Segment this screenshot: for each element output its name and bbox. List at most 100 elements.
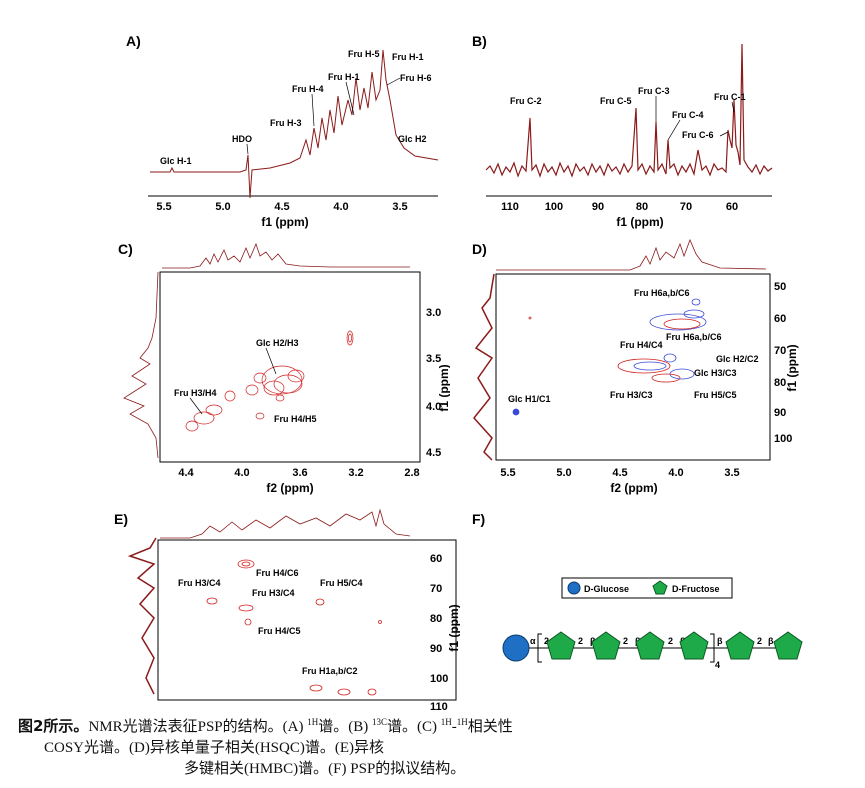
panel-b-annotation: Fru C-2	[510, 96, 542, 106]
panel-f-legend-glucose: D-Glucose	[584, 584, 629, 594]
panel-a-tick: 5.5	[156, 201, 171, 213]
figure-caption: 图2所示。NMR光谱法表征PSP的结构。(A) 1H谱。(B) 13C谱。(C)…	[18, 712, 658, 780]
fructose-unit	[773, 631, 803, 660]
svg-text:80: 80	[774, 377, 786, 389]
svg-text:3.5: 3.5	[724, 467, 739, 479]
panel-b-annotation: Fru C-3	[638, 86, 670, 96]
svg-text:3.0: 3.0	[426, 307, 441, 319]
panel-d-annotation: Glc H3/C3	[694, 368, 737, 378]
svg-text:60: 60	[430, 553, 442, 565]
panel-e-annotation: Fru H1a,b/C2	[302, 666, 358, 676]
caption-figure-number: 图2所示。	[18, 717, 89, 735]
svg-text:90: 90	[430, 643, 442, 655]
panel-d-top-projection	[496, 238, 767, 271]
panel-e-annotation: Fru H5/C4	[320, 578, 363, 588]
svg-text:4.0: 4.0	[668, 467, 683, 479]
panel-b-tick: 100	[545, 201, 563, 213]
panel-e-y-label: f1 (ppm)	[447, 604, 460, 651]
glucose-unit	[502, 634, 530, 662]
svg-text:4.0: 4.0	[426, 401, 441, 413]
panel-e-crosspeaks	[206, 559, 382, 696]
repeat-bracket-open	[537, 633, 542, 663]
panel-a-1h-spectrum: A) Glc H-1 HDO Fru H-3 Fru H-4 Fru H-1 F…	[126, 33, 439, 229]
panel-a-label: A)	[126, 33, 141, 49]
panel-d-x-label: f2 (ppm)	[610, 481, 657, 495]
linkage-position: 2	[757, 636, 762, 646]
panel-c-annotation: Fru H4/H5	[274, 414, 317, 424]
panel-b-tick: 60	[726, 201, 738, 213]
svg-text:110: 110	[430, 701, 448, 713]
panel-e-label: E)	[114, 511, 128, 527]
panel-a-spectrum-trace	[150, 49, 439, 199]
panel-d-left-projection	[473, 273, 495, 461]
fructose-unit	[591, 631, 621, 660]
panel-e-annotation: Fru H4/C5	[258, 626, 301, 636]
caption-line-2: COSY光谱。(D)异核单量子相关(HSQC)谱。(E)异核	[44, 740, 384, 756]
linkage-beta: β	[717, 636, 723, 646]
panel-e-annotation: Fru H3/C4	[178, 578, 221, 588]
panel-a-tick: 4.0	[333, 201, 348, 213]
svg-text:4.5: 4.5	[426, 447, 441, 459]
panel-d-y-ticks: 50 60 70 80 90 100	[774, 281, 792, 445]
caption-line-1: 图2所示。NMR光谱法表征PSP的结构。(A) 1H谱。(B) 13C谱。(C)…	[18, 717, 513, 735]
panel-a-tick: 3.5	[392, 201, 407, 213]
panel-a-annotation: Fru H-4	[292, 84, 324, 94]
panel-c-annotation: Fru H3/H4	[174, 388, 217, 398]
panel-e-top-projection	[160, 508, 411, 539]
linkage-position: 2	[578, 636, 583, 646]
panel-a-annotation: Fru H-5	[348, 49, 380, 59]
panel-c-cosy: C) Glc H2/H3 Fru H3/H4 Fru H4/H5 4.4 4.0…	[118, 241, 450, 495]
fructose-unit	[546, 631, 576, 660]
panel-d-x-ticks: 5.5 5.0 4.5 4.0 3.5	[500, 467, 739, 479]
panel-e-annotation: Fru H3/C4	[252, 588, 295, 598]
fructose-unit	[635, 631, 665, 660]
svg-text:100: 100	[774, 433, 792, 445]
fructose-unit	[679, 631, 709, 660]
svg-text:4.0: 4.0	[234, 467, 249, 479]
linkage-position: 2	[623, 636, 628, 646]
panel-d-annotation: Fru H4/C4	[620, 340, 663, 350]
panel-b-annotation: Fru C-4	[672, 110, 704, 120]
panel-a-annotation: Fru H-1	[328, 72, 360, 82]
svg-text:90: 90	[774, 407, 786, 419]
panel-b-x-label: f1 (ppm)	[616, 215, 663, 229]
svg-text:3.2: 3.2	[348, 467, 363, 479]
panel-b-tick: 70	[680, 201, 692, 213]
panel-f-legend-fructose: D-Fructose	[672, 584, 720, 594]
panel-b-annotation: Fru C-5	[600, 96, 632, 106]
panel-d-hsqc: D) Fru H6a,b/C6 Fru H6a,b/C6 Fru H4/C4 G…	[472, 238, 799, 495]
caption-line-3: 多键相关(HMBC)谱。(F) PSP的拟议结构。	[184, 761, 466, 777]
panel-e-hmbc: E) Fru H4/C6 Fru H3/C4 Fru H3/C4 Fru H5/…	[114, 508, 460, 713]
panel-f-label: F)	[472, 511, 485, 527]
panel-c-plot-frame	[159, 271, 421, 463]
panel-d-label: D)	[472, 241, 487, 257]
panel-a-annotation: Glc H-1	[160, 156, 192, 166]
panel-a-tick: 4.5	[274, 201, 289, 213]
svg-text:5.5: 5.5	[500, 467, 515, 479]
linkage-position: 2	[668, 636, 673, 646]
glucose-icon	[567, 581, 581, 595]
svg-text:2.8: 2.8	[404, 467, 419, 479]
panel-f-structure: F) D-Glucose D-Fructose 4 α 2 2 β 2 β 2 …	[472, 511, 803, 670]
svg-text:60: 60	[774, 313, 786, 325]
svg-text:4.5: 4.5	[612, 467, 627, 479]
panel-a-annotation: Fru H-1	[392, 52, 424, 62]
fructose-icon	[652, 580, 668, 595]
panel-c-crosspeaks	[185, 330, 354, 432]
panel-c-x-label: f2 (ppm)	[266, 481, 313, 495]
panel-d-annotation: Glc H2/C2	[716, 354, 759, 364]
panel-d-crosspeaks	[512, 298, 707, 416]
svg-text:3.5: 3.5	[426, 353, 441, 365]
svg-text:100: 100	[430, 673, 448, 685]
panel-d-annotation: Fru H6a,b/C6	[634, 288, 690, 298]
svg-text:80: 80	[430, 613, 442, 625]
panel-c-top-projection	[162, 242, 410, 269]
svg-text:70: 70	[774, 345, 786, 357]
panel-f-legend-box	[561, 577, 733, 599]
panel-a-tick: 5.0	[215, 201, 230, 213]
panel-b-x-ticks: 110 100 90 80 70 60	[501, 201, 738, 213]
panel-a-annotation: HDO	[232, 134, 252, 144]
fructose-unit	[725, 631, 755, 660]
panel-d-annotation: Fru H6a,b/C6	[666, 332, 722, 342]
panel-b-tick: 90	[592, 201, 604, 213]
